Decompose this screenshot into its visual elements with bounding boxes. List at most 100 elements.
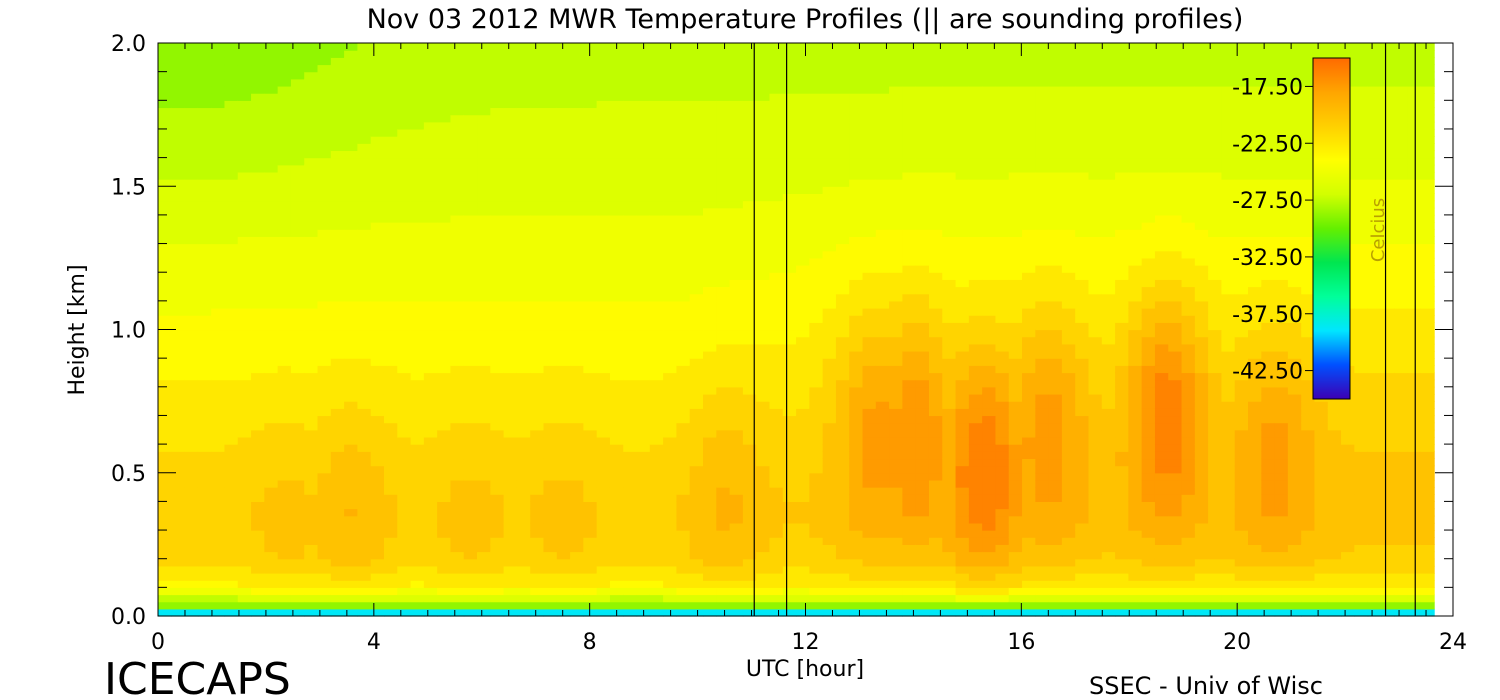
field-cell <box>849 508 864 517</box>
field-cell <box>636 193 651 202</box>
field-cell <box>583 143 598 152</box>
field-cell <box>530 193 545 202</box>
field-cell <box>251 558 265 567</box>
field-cell <box>251 200 265 209</box>
field-cell <box>397 436 412 445</box>
field-cell <box>317 85 332 94</box>
field-cell <box>623 50 638 58</box>
field-cell <box>915 272 930 280</box>
field-cell <box>304 472 319 481</box>
field-cell <box>383 365 398 374</box>
field-cell <box>437 415 452 424</box>
field-cell <box>875 379 890 388</box>
field-cell <box>796 365 810 374</box>
field-cell <box>822 164 837 173</box>
field-cell <box>915 601 930 610</box>
field-cell <box>689 315 704 323</box>
field-cell <box>330 107 345 116</box>
field-cell <box>636 487 651 495</box>
field-cell <box>330 587 345 596</box>
field-cell <box>636 393 651 402</box>
field-cell <box>862 128 877 137</box>
field-cell <box>955 222 970 230</box>
field-cell <box>530 601 545 610</box>
field-cell <box>729 308 744 316</box>
field-cell <box>317 565 332 574</box>
field-cell <box>769 601 784 610</box>
field-cell <box>304 50 319 58</box>
field-cell <box>902 479 917 488</box>
field-cell <box>716 64 731 73</box>
field-cell <box>556 85 571 94</box>
field-cell <box>570 85 584 94</box>
field-cell <box>370 472 385 481</box>
field-cell <box>889 587 903 596</box>
field-cell <box>450 329 465 338</box>
field-cell <box>729 293 744 302</box>
field-cell <box>237 272 252 280</box>
field-cell <box>636 415 651 424</box>
field-cell <box>570 322 584 331</box>
field-cell <box>437 293 452 302</box>
field-cell <box>889 171 903 180</box>
field-cell <box>410 444 425 452</box>
field-cell <box>596 164 611 173</box>
field-cell <box>344 257 358 266</box>
field-cell <box>530 186 545 195</box>
field-cell <box>796 530 810 538</box>
field-cell <box>663 594 678 603</box>
field-cell <box>211 608 226 617</box>
field-cell <box>450 530 465 538</box>
field-cell <box>942 171 957 180</box>
field-cell <box>423 265 438 273</box>
field-cell <box>344 573 358 581</box>
field-cell <box>796 522 810 531</box>
field-cell <box>955 465 970 474</box>
field-cell <box>490 472 505 481</box>
field-cell <box>968 515 983 524</box>
field-cell <box>357 100 372 109</box>
field-cell <box>835 207 850 216</box>
field-cell <box>742 100 757 109</box>
field-cell <box>410 43 425 51</box>
field-cell <box>583 186 598 195</box>
field-cell <box>530 544 545 553</box>
field-cell <box>703 179 717 187</box>
field-cell <box>955 272 970 280</box>
field-cell <box>477 336 491 345</box>
field-cell <box>822 558 837 567</box>
field-cell <box>716 429 731 438</box>
field-cell <box>822 393 837 402</box>
field-cell <box>158 501 172 510</box>
field-cell <box>742 322 757 331</box>
field-cell <box>649 300 664 309</box>
field-cell <box>756 300 771 309</box>
field-cell <box>782 300 797 309</box>
field-cell <box>982 501 997 510</box>
field-cell <box>796 50 810 58</box>
field-cell <box>251 71 265 80</box>
field-cell <box>344 401 358 409</box>
field-cell <box>689 128 704 137</box>
field-cell <box>437 186 452 195</box>
field-cell <box>556 78 571 87</box>
field-cell <box>237 107 252 116</box>
field-cell <box>689 451 704 460</box>
field-cell <box>397 422 412 431</box>
field-cell <box>277 386 292 395</box>
field-cell <box>304 365 319 374</box>
field-cell <box>410 573 425 581</box>
field-cell <box>330 78 345 87</box>
field-cell <box>875 114 890 123</box>
field-cell <box>928 265 943 273</box>
field-cell <box>344 408 358 417</box>
field-cell <box>237 64 252 73</box>
field-cell <box>756 551 771 560</box>
field-cell <box>277 580 292 588</box>
field-cell <box>663 243 678 252</box>
field-cell <box>902 472 917 481</box>
field-cell <box>623 580 638 588</box>
field-cell <box>277 408 292 417</box>
field-cell <box>171 558 186 567</box>
field-cell <box>477 93 491 101</box>
